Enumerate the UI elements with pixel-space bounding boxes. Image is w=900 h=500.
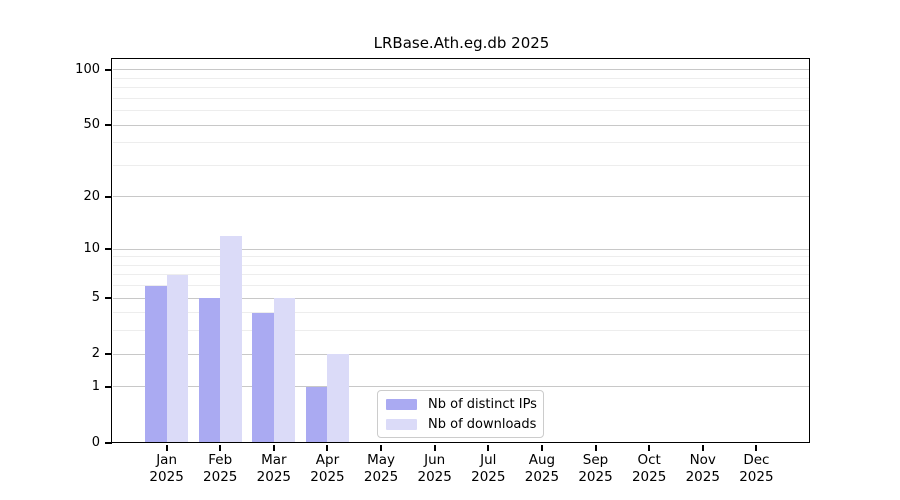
- x-tick-mark: [487, 444, 490, 451]
- major-gridline: [113, 69, 810, 71]
- x-tick-mark: [594, 444, 597, 451]
- y-tick-mark: [105, 68, 112, 71]
- y-tick-label: 100: [75, 61, 100, 77]
- y-tick-label: 5: [91, 290, 100, 306]
- minor-gridline: [113, 97, 810, 99]
- x-tick-mark: [701, 444, 704, 451]
- y-tick-mark: [105, 248, 112, 251]
- y-tick-mark: [105, 385, 112, 388]
- x-tick-mark: [165, 444, 168, 451]
- minor-gridline: [113, 110, 810, 112]
- x-tick-label: Aug 2025: [524, 452, 560, 485]
- legend-swatch-downloads: [386, 418, 417, 430]
- legend-swatch-distinct-ips: [386, 398, 417, 410]
- legend-item-downloads: Nb of downloads: [386, 416, 543, 433]
- legend-item-distinct-ips: Nb of distinct IPs: [386, 396, 543, 413]
- y-tick-label: 1: [91, 378, 100, 394]
- x-tick-label: Dec 2025: [739, 452, 774, 485]
- y-tick-mark: [105, 442, 112, 444]
- x-tick-mark: [219, 444, 222, 451]
- plot-area: [113, 60, 810, 443]
- major-gridline: [113, 297, 810, 299]
- bar-apr-downloads: [327, 354, 350, 443]
- x-tick-mark: [540, 444, 543, 451]
- x-tick-label: Jan 2025: [149, 452, 184, 485]
- x-tick-mark: [380, 444, 383, 451]
- minor-gridline: [113, 285, 810, 287]
- minor-gridline: [113, 312, 810, 314]
- x-tick-label: Nov 2025: [685, 452, 720, 485]
- minor-gridline: [113, 274, 810, 276]
- minor-gridline: [113, 330, 810, 332]
- x-tick-label: Jul 2025: [471, 452, 506, 485]
- x-tick-label: Jun 2025: [417, 452, 452, 485]
- x-tick-label: May 2025: [363, 452, 399, 485]
- minor-gridline: [113, 264, 810, 266]
- legend-label-downloads: Nb of downloads: [428, 416, 537, 432]
- bar-jan-distinct-ips: [145, 285, 167, 443]
- major-gridline: [113, 386, 810, 388]
- legend-label-distinct-ips: Nb of distinct IPs: [428, 396, 537, 412]
- x-tick-mark: [326, 444, 329, 451]
- x-tick-label: Feb 2025: [203, 452, 238, 485]
- minor-gridline: [113, 77, 810, 79]
- x-tick-mark: [433, 444, 436, 451]
- bar-feb-distinct-ips: [198, 298, 221, 443]
- minor-gridline: [113, 256, 810, 258]
- major-gridline: [113, 248, 810, 250]
- x-tick-mark: [648, 444, 651, 451]
- chart-title: LRBase.Ath.eg.db 2025: [373, 34, 550, 52]
- bar-mar-distinct-ips: [252, 312, 274, 443]
- y-tick-mark: [105, 297, 112, 300]
- bar-apr-distinct-ips: [305, 386, 328, 443]
- bar-feb-downloads: [220, 235, 242, 443]
- major-gridline: [113, 353, 810, 355]
- minor-gridline: [113, 87, 810, 89]
- x-tick-label: Apr 2025: [310, 452, 345, 485]
- x-tick-label: Mar 2025: [256, 452, 292, 485]
- y-tick-mark: [105, 353, 112, 356]
- x-tick-mark: [755, 444, 758, 451]
- y-tick-label: 0: [91, 435, 100, 450]
- x-tick-mark: [272, 444, 275, 451]
- major-gridline: [113, 196, 810, 198]
- y-tick-label: 50: [83, 117, 100, 133]
- y-tick-mark: [105, 195, 112, 198]
- y-tick-label: 2: [91, 346, 100, 362]
- major-gridline: [113, 124, 810, 126]
- minor-gridline: [113, 142, 810, 144]
- y-tick-mark: [105, 124, 112, 127]
- y-tick-label: 20: [83, 188, 100, 204]
- x-tick-label: Oct 2025: [631, 452, 667, 485]
- minor-gridline: [113, 164, 810, 166]
- bar-jan-downloads: [166, 274, 189, 443]
- legend: Nb of distinct IPs Nb of downloads: [377, 390, 544, 438]
- bar-mar-downloads: [273, 298, 296, 443]
- y-tick-label: 10: [83, 241, 100, 257]
- x-tick-label: Sep 2025: [578, 452, 613, 485]
